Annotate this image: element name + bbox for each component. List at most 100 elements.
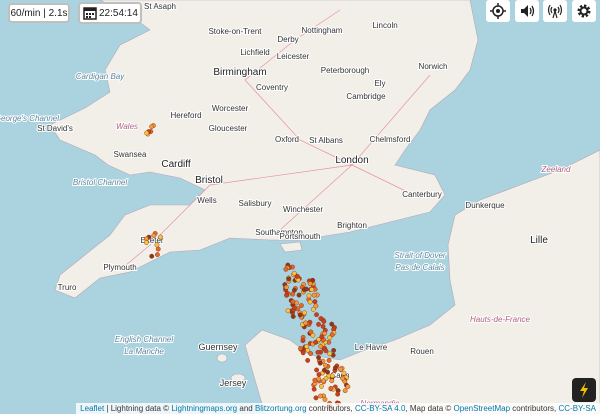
strike [314, 312, 319, 318]
place-label: La Manche [124, 347, 164, 356]
strike [303, 320, 309, 326]
place-label: Hereford [170, 111, 201, 120]
place-label: Bristol Channel [73, 178, 127, 187]
icon [580, 382, 588, 398]
place-label: Hauts-de-France [470, 315, 531, 324]
strike [313, 395, 319, 401]
strike [312, 377, 318, 383]
sound-button[interactable] [515, 0, 539, 22]
strike [149, 124, 155, 129]
strike [335, 391, 341, 397]
strike [151, 233, 157, 238]
strike [290, 291, 296, 297]
strike [318, 316, 324, 321]
place-label: Le Havre [355, 343, 388, 352]
strike [297, 312, 303, 318]
strike [284, 292, 289, 298]
place-label: St David's [37, 124, 73, 133]
attribution-text: and [237, 404, 255, 413]
place-label: Exeter [140, 236, 163, 245]
roads [119, 9, 431, 271]
place-label: St Asaph [144, 2, 176, 11]
strike [291, 270, 297, 276]
place-label: Nottingham [302, 26, 343, 35]
place-label: Pas de Calais [395, 263, 444, 272]
strike [318, 343, 324, 349]
strike [308, 351, 314, 356]
strike [316, 372, 322, 377]
attribution-link[interactable]: Lightningmaps.org [171, 404, 238, 413]
attribution-link[interactable]: Blitzortung.org [254, 404, 307, 413]
strike [155, 246, 161, 252]
strike [292, 305, 297, 311]
labels: St Asaph Stoke-on-Trent Derby Nottingham Lin… [0, 1, 572, 409]
jersey [230, 373, 246, 383]
place-label: Gloucester [209, 124, 248, 133]
strike [300, 350, 306, 356]
icon [547, 4, 563, 19]
place-label: Salisbury [239, 199, 272, 208]
place-label: Leicester [277, 52, 310, 61]
road [244, 9, 353, 166]
attribution: Leaflet | Lightning data © Lightningmaps… [76, 403, 600, 414]
place-label: Chelmsford [370, 135, 411, 144]
strike [327, 351, 333, 357]
strike [326, 358, 332, 363]
strike [316, 355, 321, 360]
strike [305, 357, 311, 363]
place-label: Truro [58, 283, 77, 292]
strike [149, 253, 155, 259]
great-britain [49, 0, 479, 299]
strike [290, 299, 296, 305]
stations-button[interactable] [543, 0, 567, 22]
attribution-link[interactable]: CC-BY-SA 4.0 [355, 404, 406, 413]
rate-box[interactable]: 60/min | 2.1s [8, 3, 70, 23]
strike [306, 293, 312, 299]
place-label: Swansea [114, 150, 147, 159]
place-label: St Albans [309, 136, 343, 145]
strike [340, 375, 345, 381]
strike [309, 287, 315, 292]
strike [313, 339, 319, 345]
strike [322, 397, 328, 402]
strike [316, 337, 322, 342]
strike [143, 240, 149, 245]
attribution-link[interactable]: OpenStreetMap [453, 404, 511, 413]
strike [307, 299, 313, 305]
place-label: Brighton [337, 221, 367, 230]
strike [310, 306, 316, 312]
strike [317, 360, 323, 366]
isle-of-wight [279, 241, 303, 253]
place-label: Zeeland [541, 165, 571, 174]
strike [302, 310, 307, 316]
place-label: Dunkerque [465, 201, 505, 210]
strike [283, 266, 289, 272]
locate-button[interactable] [486, 0, 510, 22]
attribution-link[interactable]: CC-BY-SA [558, 404, 597, 413]
attribution-link[interactable]: Leaflet [80, 404, 105, 413]
settings-button[interactable] [572, 0, 596, 22]
place-label: Plymouth [103, 263, 136, 272]
strike [329, 378, 335, 384]
place-label: Strait of Dover [394, 251, 445, 260]
place-label: Guernsey [198, 342, 238, 352]
place-label: Portsmouth [280, 232, 321, 241]
time-box[interactable]: 22:54:14 [78, 2, 142, 24]
place-label: Wells [197, 196, 216, 205]
strike [323, 348, 329, 354]
strike [290, 314, 296, 319]
strike [322, 331, 328, 336]
place-label: Ely [374, 79, 385, 88]
place-label: Derby [277, 35, 298, 44]
strike [144, 130, 150, 136]
strike [341, 370, 347, 376]
place-label: Lille [530, 235, 548, 246]
place-label: Winchester [283, 205, 323, 214]
attribution-text: contributors, [306, 404, 355, 413]
lightning-button[interactable] [572, 378, 596, 402]
strike [300, 338, 306, 344]
strike [330, 373, 335, 379]
attribution-text: contributors, [510, 404, 559, 413]
